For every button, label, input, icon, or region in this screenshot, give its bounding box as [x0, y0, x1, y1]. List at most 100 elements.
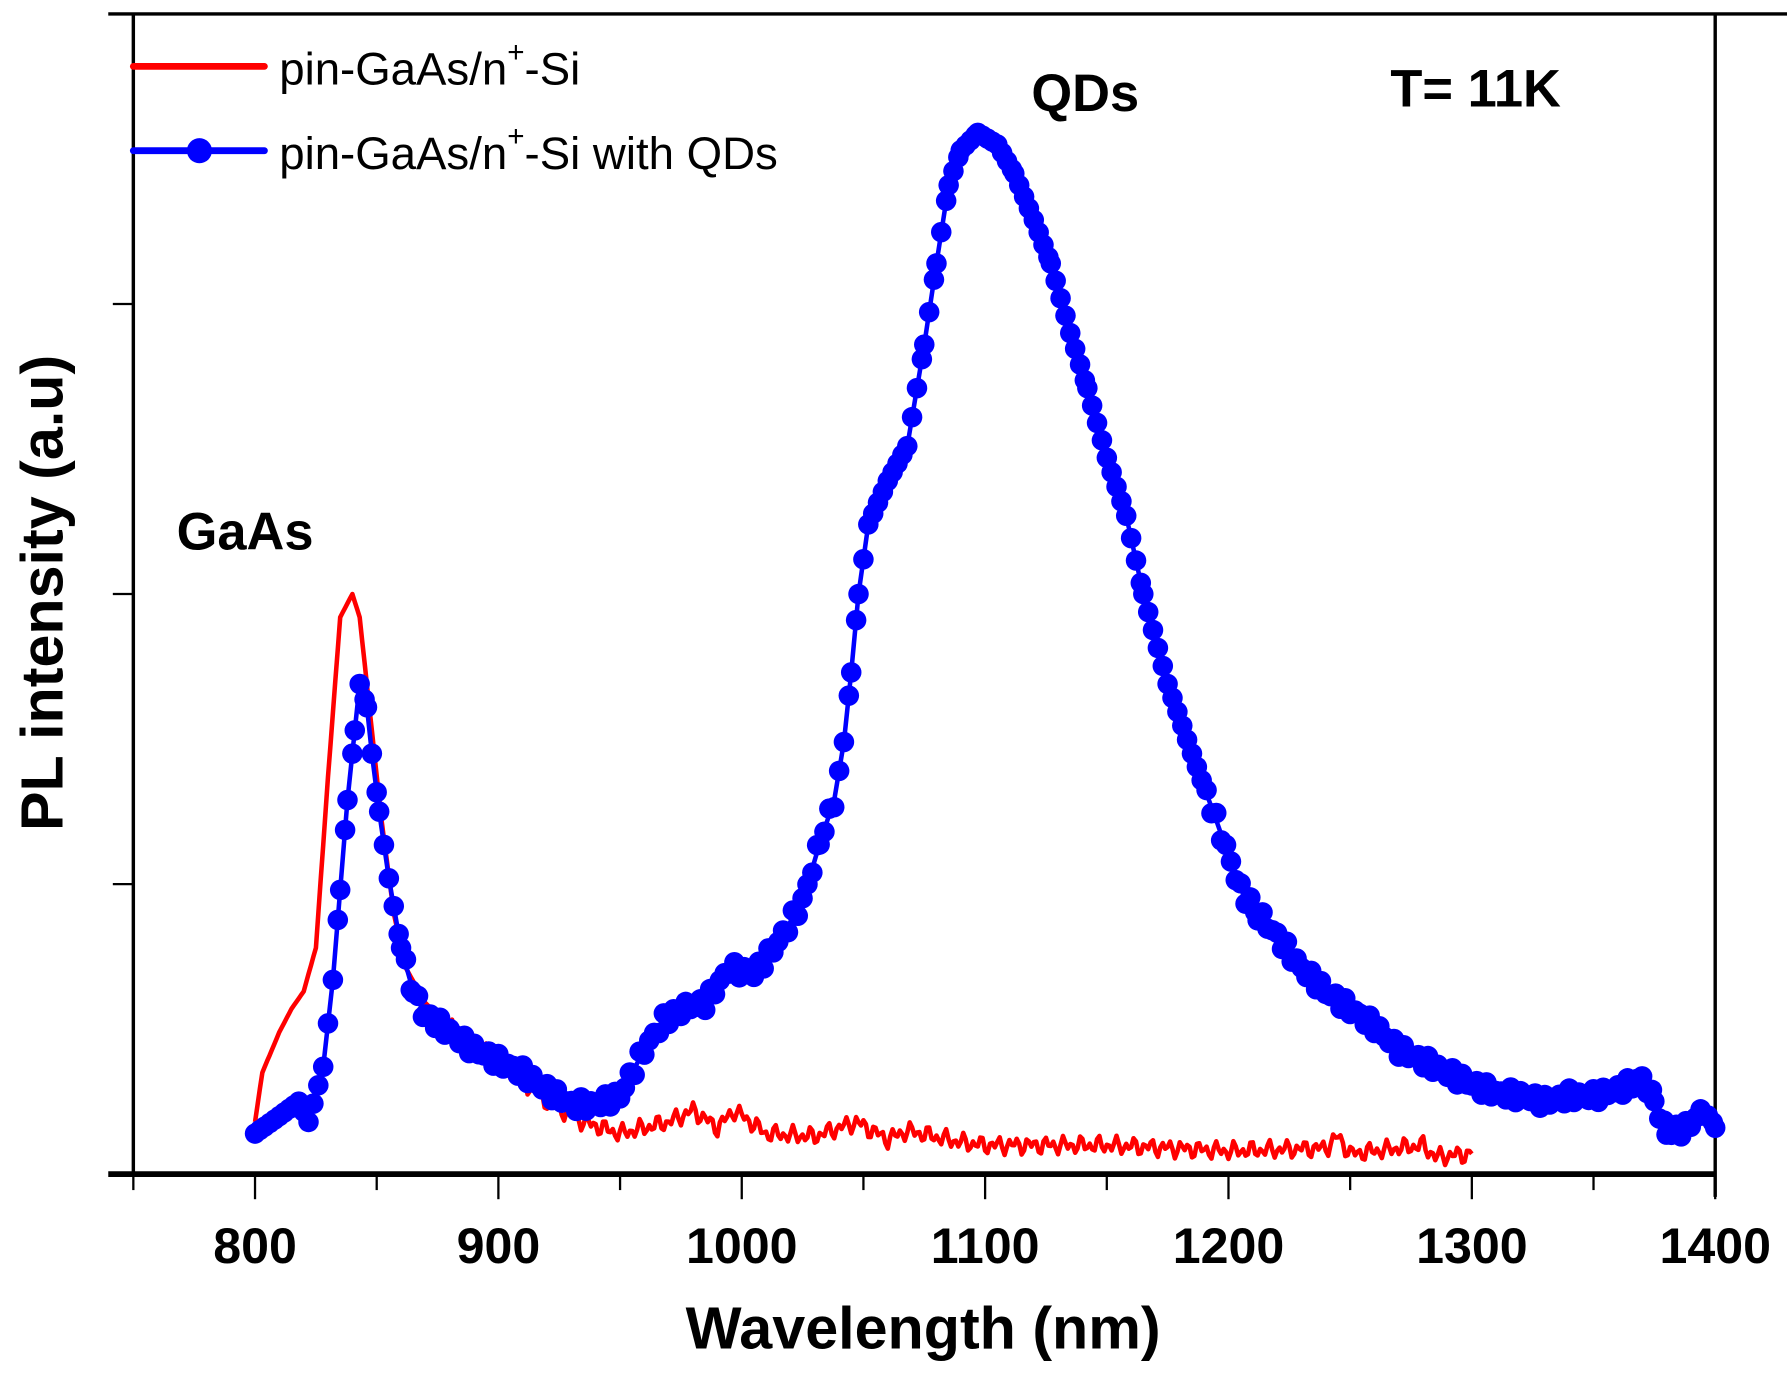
data-point — [1060, 322, 1081, 344]
data-point — [1040, 253, 1062, 274]
data-point — [1086, 412, 1108, 434]
data-point — [383, 895, 405, 917]
data-point — [901, 406, 923, 428]
data-point — [1196, 779, 1217, 801]
data-point — [838, 685, 860, 706]
data-point — [1142, 619, 1164, 641]
data-point — [1137, 601, 1159, 623]
data-point — [349, 673, 370, 695]
data-point — [378, 868, 400, 889]
legend-label-base: pin-GaAs/n — [279, 128, 507, 179]
data-point — [1081, 395, 1103, 416]
data-point — [833, 731, 855, 753]
data-point — [373, 834, 395, 856]
x-tick-label: 1400 — [1659, 1218, 1771, 1274]
annotation-qds: QDs — [1031, 65, 1139, 123]
data-point — [1055, 305, 1076, 326]
data-point — [926, 253, 947, 274]
data-point — [930, 221, 952, 243]
annotation-gaas: GaAs — [177, 504, 314, 562]
data-point — [1276, 931, 1298, 953]
data-point — [368, 801, 390, 822]
axis-ticks — [112, 302, 1717, 1200]
data-point — [1091, 430, 1113, 451]
legend-item-blue: pin-GaAs/n+-Si with QDs — [129, 120, 778, 179]
x-tick-label: 1300 — [1416, 1218, 1528, 1274]
data-point — [848, 583, 869, 605]
data-point — [1115, 505, 1137, 527]
data-point — [361, 743, 383, 764]
data-point — [787, 905, 809, 927]
data-point — [1205, 802, 1227, 824]
data-point — [356, 696, 378, 718]
data-point — [317, 1013, 339, 1034]
data-point — [853, 549, 874, 570]
legend-label-sup: + — [507, 36, 524, 69]
data-point — [308, 1074, 329, 1096]
data-point — [814, 821, 835, 843]
x-tick-label: 900 — [457, 1218, 541, 1274]
data-point — [298, 1111, 319, 1133]
data-point — [329, 879, 351, 901]
legend: pin-GaAs/n+-Si pin-GaAs/n+-Si with QDs — [129, 36, 778, 179]
data-point — [342, 743, 363, 764]
data-point — [1644, 1090, 1665, 1112]
data-point — [823, 796, 845, 818]
legend-label-rest: -Si — [525, 44, 581, 95]
data-point — [1133, 583, 1154, 605]
data-point — [344, 720, 366, 741]
legend-swatch-blue-marker — [186, 138, 212, 164]
data-point — [624, 1064, 645, 1086]
data-point — [753, 958, 774, 979]
x-tick-label: 1200 — [1173, 1218, 1285, 1274]
data-point — [1252, 902, 1273, 923]
data-point — [802, 862, 823, 883]
data-point — [1045, 270, 1066, 292]
x-tick-labels: 800 900 1000 1100 1200 1300 1400 — [213, 1218, 1771, 1274]
data-point — [828, 760, 850, 782]
data-point — [366, 781, 387, 803]
legend-label-rest: -Si with QDs — [525, 128, 778, 179]
series-line — [253, 129, 1718, 1137]
data-point — [1077, 377, 1098, 399]
x-tick-label: 800 — [213, 1218, 297, 1274]
data-point — [1064, 338, 1086, 360]
data-point — [1147, 637, 1169, 659]
data-point — [337, 789, 358, 811]
data-point — [1220, 851, 1242, 872]
data-point — [914, 334, 935, 355]
data-point — [1069, 354, 1091, 375]
y-axis-title: PL intensity (a.u) — [9, 355, 76, 831]
data-point — [897, 435, 918, 457]
data-point — [1120, 527, 1142, 549]
data-point — [918, 301, 940, 323]
data-point — [1215, 834, 1237, 856]
data-point — [777, 921, 799, 943]
series-line — [252, 591, 1474, 1168]
legend-label: pin-GaAs/n+-Si with QDs — [279, 120, 778, 179]
x-tick-label: 1100 — [931, 1218, 1040, 1274]
annotation-temperature: T= 11K — [1390, 60, 1561, 118]
data-point — [312, 1056, 334, 1078]
data-point — [845, 609, 867, 631]
series-layer — [244, 122, 1726, 1168]
x-tick-label: 1000 — [686, 1218, 798, 1274]
data-point — [303, 1093, 324, 1114]
legend-label: pin-GaAs/n+-Si — [279, 36, 580, 95]
data-point — [694, 999, 716, 1021]
legend-item-red: pin-GaAs/n+-Si — [129, 36, 580, 95]
series-pin-gaas-with-qds — [244, 122, 1726, 1147]
data-point — [923, 269, 945, 290]
data-point — [327, 909, 349, 931]
data-point — [1050, 287, 1071, 309]
legend-label-base: pin-GaAs/n — [279, 44, 507, 95]
data-point — [1704, 1117, 1726, 1138]
data-point — [840, 662, 862, 683]
data-point — [906, 377, 928, 399]
data-point — [1125, 550, 1147, 571]
data-point — [322, 969, 344, 991]
data-point — [395, 949, 417, 970]
series-pin-gaas — [252, 591, 1474, 1168]
data-point — [407, 985, 429, 1007]
